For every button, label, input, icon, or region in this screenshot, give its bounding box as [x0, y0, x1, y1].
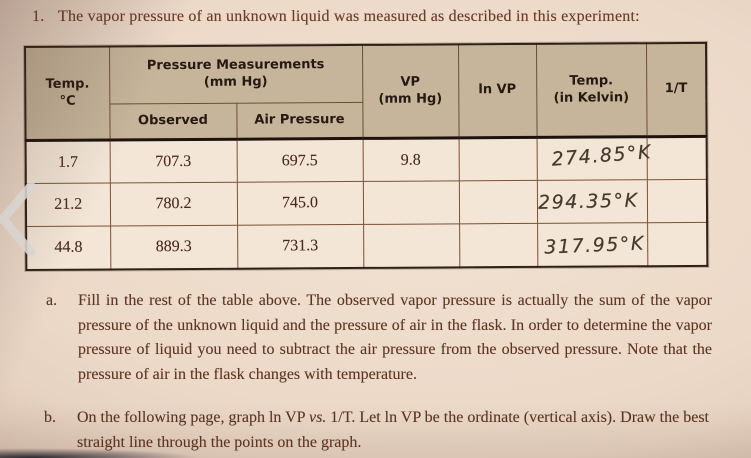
- table-row: 44.8 889.3 731.3 317.95°K: [26, 222, 708, 270]
- col-header-inv-t: 1/T: [645, 42, 707, 137]
- cell-air-pressure: 731.3: [237, 224, 364, 269]
- vapor-pressure-data-table: Temp. °C Pressure Measurements (mm Hg) V…: [24, 41, 709, 271]
- cell-temp-c: 1.7: [25, 139, 110, 184]
- item-b-label: b.: [44, 409, 56, 426]
- cell-vp: [362, 180, 460, 225]
- col-header-ln-vp: ln VP: [457, 43, 537, 138]
- instruction-item-a: a. Fill in the rest of the table above. …: [46, 289, 716, 387]
- cell-temp-kelvin: 317.95°K: [537, 222, 648, 267]
- vs-italic: vs.: [308, 409, 327, 426]
- table-row: 21.2 780.2 745.0 294.35°K: [25, 179, 708, 227]
- question-text: The vapor pressure of an unknown liquid …: [58, 8, 640, 25]
- question-1-heading: 1. The vapor pressure of an unknown liqui…: [32, 8, 732, 26]
- col-header-vp: VP (mm Hg): [361, 44, 459, 139]
- instruction-item-b: b. On the following page, graph ln VP vs…: [44, 406, 724, 455]
- item-a-text: Fill in the rest of the table above. The…: [78, 292, 712, 383]
- cell-vp: [363, 223, 460, 268]
- cell-ln-vp: [458, 137, 537, 181]
- cell-inv-t: [646, 136, 707, 180]
- cell-observed: 707.3: [109, 139, 237, 183]
- cell-temp-kelvin: 294.35°K: [536, 179, 648, 224]
- cell-vp: 9.8: [362, 137, 459, 182]
- cell-air-pressure: 745.0: [236, 181, 364, 226]
- handwritten-value: 274.85°K: [550, 140, 653, 171]
- cell-observed: 889.3: [110, 225, 238, 269]
- col-header-air-pressure: Air Pressure: [236, 102, 363, 140]
- handwritten-value: 317.95°K: [543, 232, 645, 259]
- cell-inv-t: [647, 222, 708, 266]
- col-header-temp-kelvin: Temp. (in Kelvin): [535, 43, 647, 138]
- col-header-temp-c: Temp. °C: [25, 46, 110, 141]
- cell-air-pressure: 697.5: [236, 138, 363, 183]
- col-header-pressure-measurements: Pressure Measurements (mm Hg): [109, 44, 363, 104]
- cell-ln-vp: [459, 223, 538, 267]
- cell-observed: 780.2: [109, 182, 238, 226]
- chevron-left-icon[interactable]: [0, 179, 40, 259]
- table-row: 1.7 707.3 697.5 9.8 274.85°K: [25, 136, 707, 184]
- cell-ln-vp: [458, 180, 538, 224]
- item-b-text: On the following page, graph ln VP vs. 1…: [77, 409, 709, 451]
- question-number: 1.: [32, 8, 45, 25]
- cell-inv-t: [646, 179, 708, 223]
- handwritten-value: 294.35°K: [537, 189, 639, 214]
- item-a-label: a.: [46, 292, 58, 309]
- col-header-observed: Observed: [109, 103, 237, 140]
- cell-temp-kelvin: 274.85°K: [536, 136, 652, 181]
